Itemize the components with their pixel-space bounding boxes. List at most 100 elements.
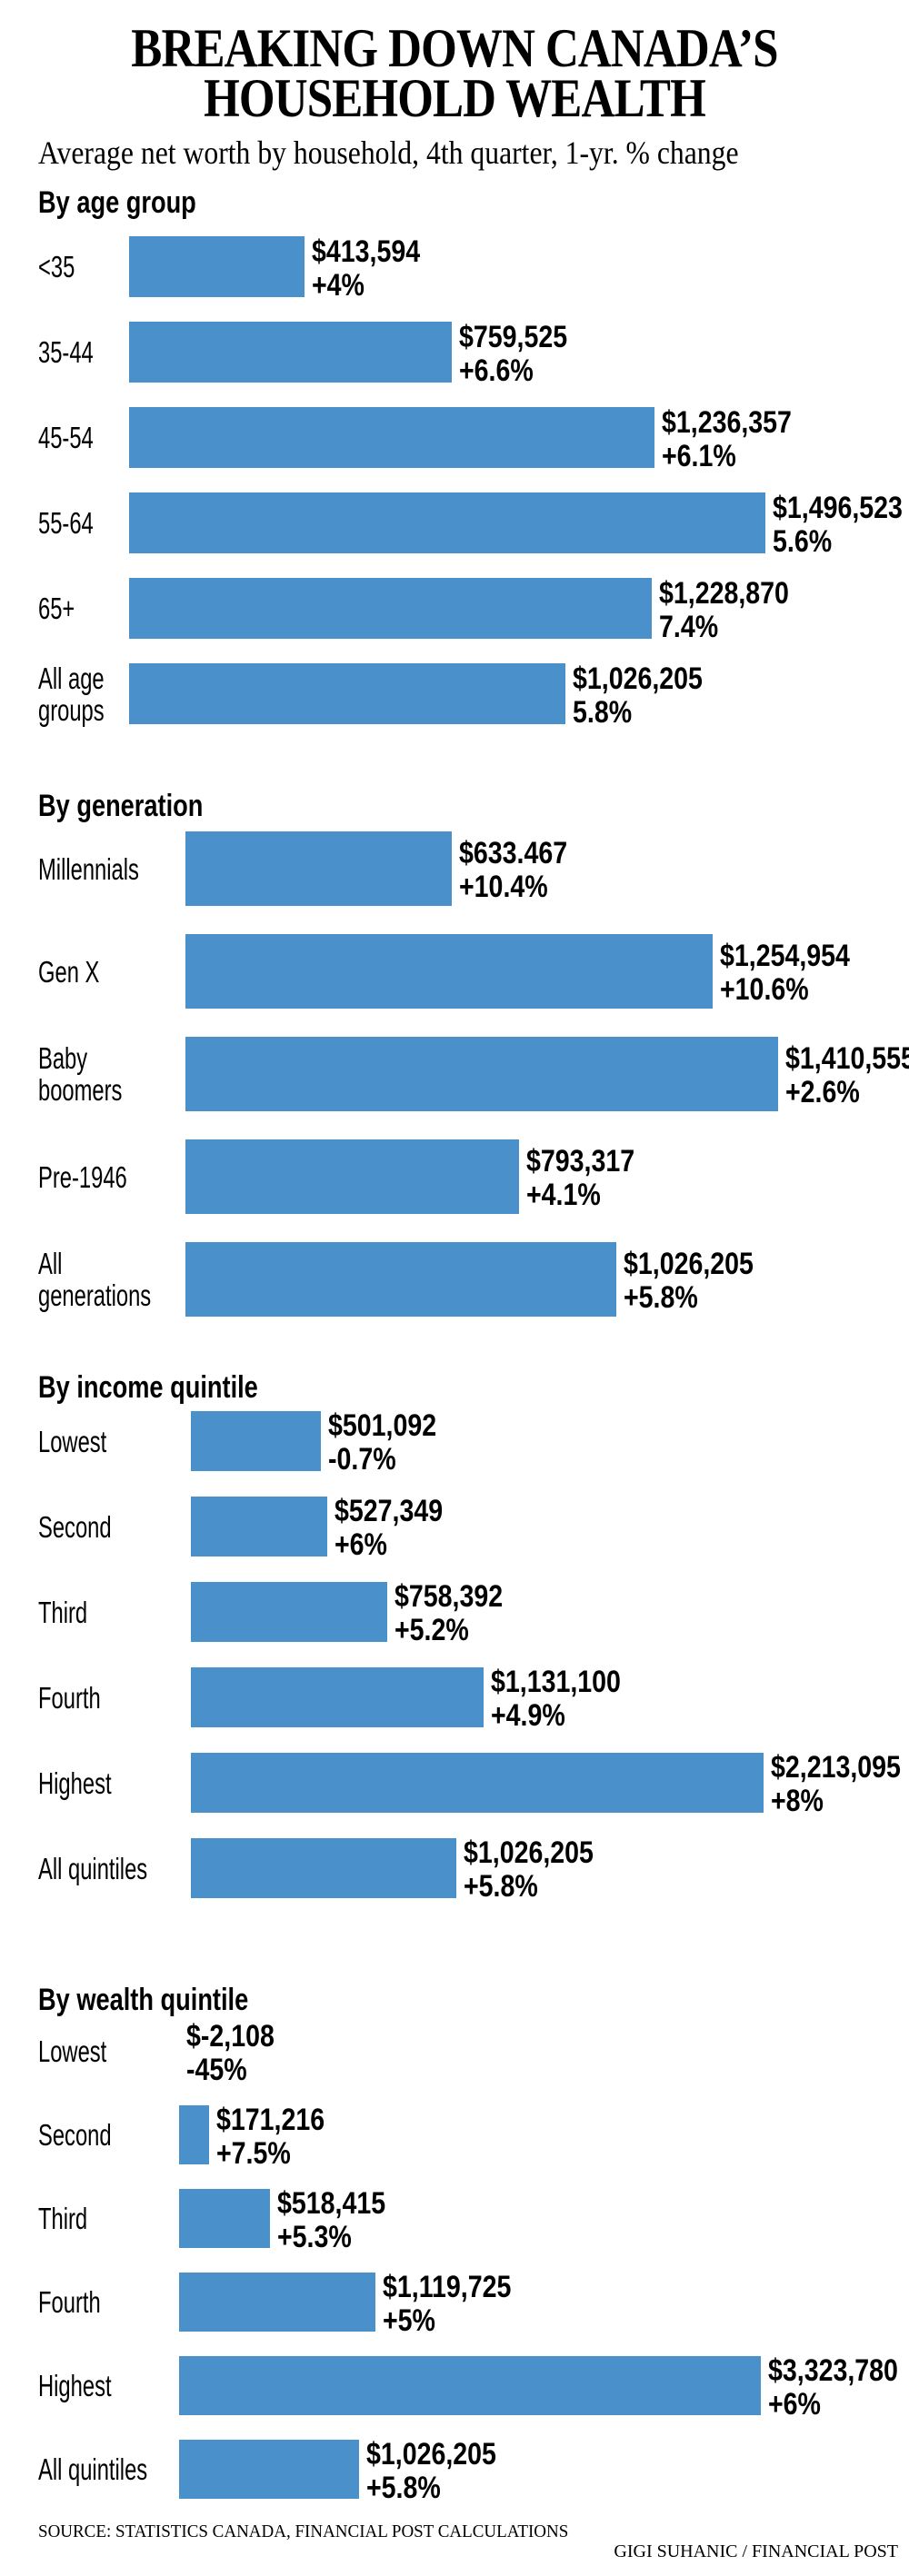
bar-row: Baby boomers $1,410,555 +2.6% [38,1037,909,1111]
section-title: By generation [38,789,204,823]
value-label: $527,349 [335,1494,444,1528]
category-cell: Lowest [38,2022,179,2081]
value-label: $1,496,523 [773,490,903,525]
value-label: $1,410,555 [785,1041,909,1076]
bar [185,1139,519,1214]
category-label: Millennials [38,851,139,886]
bar-rows: Lowest $-2,108 -45% Second $171,216 +7.5% Thir… [38,2018,909,2504]
category-cell: All quintiles [38,2440,179,2499]
value-label: $1,119,725 [383,2269,512,2304]
category-cell: Pre-1946 [38,1139,185,1214]
value-label: $1,026,205 [366,2436,496,2472]
value-label: $1,026,205 [624,1247,754,1281]
category-label: <35 [38,250,75,283]
category-label: Baby boomers [38,1041,123,1107]
bar [191,1497,327,1557]
change-label: +6% [335,1527,387,1562]
category-label: Pre-1946 [38,1159,127,1194]
bar [179,2440,359,2499]
bar [191,1667,484,1727]
change-label: +5.8% [366,2470,441,2505]
bar-row: Lowest $-2,108 -45% [38,2018,909,2086]
bar-row: All age groups $1,026,205 5.8% [38,661,909,729]
category-label: 55-64 [38,506,94,540]
value-label: $3,323,780 [768,2352,898,2388]
bar-row: 35-44 $759,525 +6.6% [38,320,909,387]
chart-subtitle: Average net worth by household, 4th quar… [38,134,909,171]
bar-row: Third $518,415 +5.3% [38,2186,909,2253]
value-label: $759,525 [459,319,568,354]
category-label: 45-54 [38,421,94,454]
bar-rows: <35 $413,594 +4% 35-44 $759,525 +6.6% 45-54 $1,… [38,234,909,729]
value-group: $1,236,357 +6.1% [662,405,792,473]
value-group: $1,026,205 +5.8% [366,2436,496,2505]
value-group: $1,119,725 +5% [383,2269,512,2338]
value-label: $501,092 [328,1408,437,1443]
value-group: $633.467 +10.4% [459,837,567,904]
bar [129,322,452,383]
change-label: +10.6% [720,972,809,1007]
change-label: +2.6% [785,1075,860,1109]
value-group: $1,496,523 5.6% [773,490,903,559]
value-label: $2,213,095 [771,1750,901,1785]
change-label: +6.6% [459,353,534,388]
bar-row: <35 $413,594 +4% [38,234,909,302]
category-label: Second [38,1509,112,1544]
value-group: $171,216 +7.5% [216,2103,325,2171]
value-group: $1,026,205 +5.8% [624,1248,754,1315]
change-label: +4.9% [491,1698,565,1733]
bar [191,1411,321,1471]
change-label: 5.6% [773,523,833,559]
bar [185,934,713,1009]
source-line: SOURCE: STATISTICS CANADA, FINANCIAL POS… [38,2521,909,2541]
bar-row: 65+ $1,228,870 7.4% [38,576,909,643]
change-label: +5.2% [395,1613,469,1647]
category-cell: All age groups [38,662,129,726]
bar [179,2105,209,2164]
change-label: +5% [383,2302,435,2338]
category-cell: All quintiles [38,1838,191,1898]
source-note: SOURCE: STATISTICS CANADA, FINANCIAL POS… [38,2521,569,2541]
value-group: $759,525 +6.6% [459,319,568,388]
bar-row: Highest $2,213,095 +8% [38,1750,909,1818]
category-cell: Gen X [38,934,185,1009]
bar [185,831,452,906]
value-label: $-2,108 [186,2018,275,2054]
value-group: $3,323,780 +6% [768,2352,898,2422]
change-label: +7.5% [216,2135,291,2171]
category-cell: Millennials [38,831,185,906]
value-group: $501,092 -0.7% [328,1409,436,1477]
section-title: By age group [38,185,196,220]
credit-note: GIGI SUHANIC / FINANCIAL POST [614,2541,898,2561]
bar [179,2273,375,2332]
category-label: Third [38,2202,88,2235]
category-label: 65+ [38,592,75,625]
bar-row: 55-64 $1,496,523 5.6% [38,491,909,558]
bar-row: Pre-1946 $793,317 +4.1% [38,1139,909,1214]
category-cell: Fourth [38,2273,179,2332]
value-label: $758,392 [395,1579,504,1614]
category-label: Highest [38,2369,112,2402]
category-cell: 55-64 [38,492,129,553]
bar-row: 45-54 $1,236,357 +6.1% [38,405,909,472]
bar-row: All generations $1,026,205 +5.8% [38,1242,909,1317]
value-group: $1,410,555 +2.6% [785,1042,909,1109]
chart-section-by-wealth-quintile: By wealth quintile Lowest $-2,108 -45% Secon… [38,1983,909,2504]
category-label: Gen X [38,954,100,989]
chart-section-by-income-quintile: By income quintile Lowest $501,092 -0.7% Sec… [38,1370,909,1904]
category-label: Third [38,1595,88,1629]
bar-rows: Lowest $501,092 -0.7% Second $527,349 +6% Thir… [38,1409,909,1904]
category-cell: 35-44 [38,322,129,383]
bar [129,407,654,468]
value-group: $527,349 +6% [335,1495,443,1562]
bar [129,663,565,724]
change-label: +6% [768,2386,821,2422]
category-cell: Highest [38,2356,179,2415]
bar [191,1838,456,1898]
value-group: $1,026,205 +5.8% [464,1836,594,1904]
category-label: Fourth [38,1680,101,1715]
value-group: $758,392 +5.2% [395,1580,503,1647]
bar [185,1242,616,1317]
bar [179,2356,761,2415]
value-label: $1,026,205 [464,1835,594,1870]
